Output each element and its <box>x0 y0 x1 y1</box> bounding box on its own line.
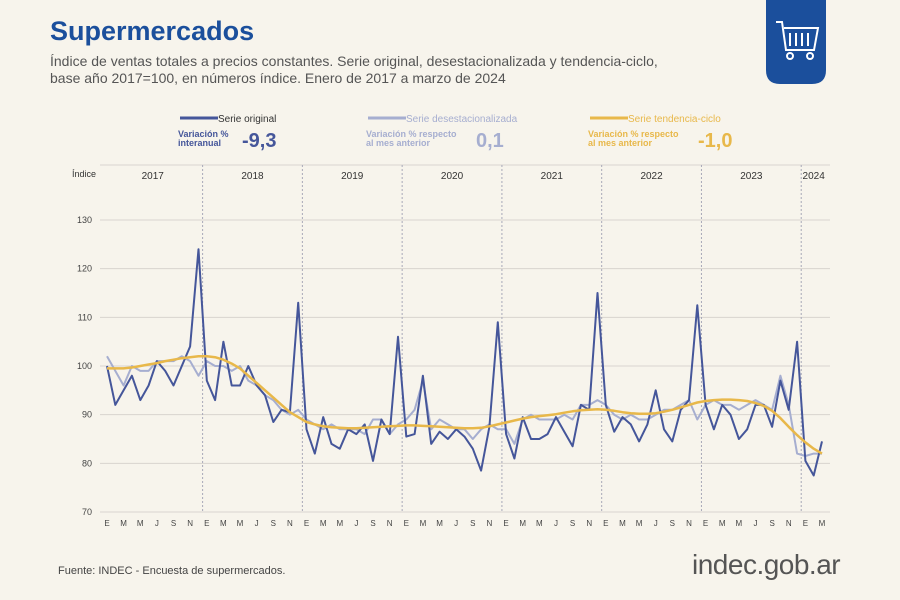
x-tick-label: J <box>654 519 658 528</box>
x-tick-label: M <box>819 519 826 528</box>
x-tick-label: M <box>420 519 427 528</box>
x-tick-label: M <box>619 519 626 528</box>
x-tick-label: E <box>503 519 508 528</box>
x-tick-label: M <box>120 519 127 528</box>
x-tick-label: S <box>171 519 176 528</box>
x-tick-label: M <box>137 519 144 528</box>
x-tick-label: N <box>187 519 193 528</box>
x-tick-label: S <box>570 519 575 528</box>
y-tick-label: 70 <box>82 507 92 517</box>
year-label: 2017 <box>142 171 165 182</box>
x-tick-label: M <box>320 519 327 528</box>
year-label: 2021 <box>541 171 564 182</box>
stat-value: -9,3 <box>242 130 276 152</box>
year-label: 2018 <box>241 171 264 182</box>
year-label: 2022 <box>640 171 663 182</box>
x-tick-label: M <box>436 519 443 528</box>
chart: Serie original Variación %interanual -9,3 S… <box>72 114 830 528</box>
stat-caption: Variación % <box>178 129 229 139</box>
stat-value: -1,0 <box>698 130 732 152</box>
x-tick-label: M <box>636 519 643 528</box>
year-label: 2024 <box>803 171 826 182</box>
x-tick-label: M <box>736 519 743 528</box>
x-tick-label: M <box>220 519 227 528</box>
x-tick-label: E <box>204 519 209 528</box>
subtitle: Índice de ventas totales a precios const… <box>50 53 670 87</box>
x-tick-label: M <box>336 519 343 528</box>
source: Fuente: INDEC - Encuesta de supermercado… <box>58 565 286 577</box>
x-tick-label: N <box>686 519 692 528</box>
x-tick-label: S <box>370 519 375 528</box>
x-tick-label: M <box>536 519 543 528</box>
x-tick-label: J <box>554 519 558 528</box>
series-line <box>106 355 822 457</box>
stat-caption: interanual <box>178 138 221 148</box>
y-tick-label: 80 <box>82 458 92 468</box>
x-tick-label: J <box>454 519 458 528</box>
stat-caption: al mes anterior <box>588 138 653 148</box>
year-label: 2020 <box>441 171 464 182</box>
x-tick-label: J <box>155 519 159 528</box>
x-tick-label: S <box>769 519 774 528</box>
x-tick-label: E <box>803 519 808 528</box>
x-tick-label: E <box>404 519 409 528</box>
series-line <box>106 248 823 477</box>
x-tick-label: N <box>487 519 493 528</box>
stat-value: 0,1 <box>476 130 504 152</box>
x-tick-label: J <box>753 519 757 528</box>
x-tick-label: M <box>237 519 244 528</box>
year-label: 2019 <box>341 171 364 182</box>
x-tick-label: J <box>255 519 259 528</box>
x-tick-label: S <box>271 519 276 528</box>
title: Supermercados <box>50 16 255 46</box>
x-tick-label: N <box>786 519 792 528</box>
legend-label: Serie tendencia-ciclo <box>628 114 721 125</box>
x-tick-label: E <box>104 519 109 528</box>
x-tick-label: N <box>586 519 592 528</box>
stat-caption: Variación % respecto <box>366 129 457 139</box>
legend-label: Serie original <box>218 114 276 125</box>
y-tick-label: 110 <box>78 312 92 322</box>
y-tick-label: 90 <box>82 410 92 420</box>
x-tick-label: J <box>354 519 358 528</box>
year-label: 2023 <box>740 171 763 182</box>
subtitle-line: Índice de ventas totales a precios const… <box>50 53 658 69</box>
x-tick-label: M <box>519 519 526 528</box>
brand-logo: indec.gob.ar <box>692 549 841 580</box>
subtitle-line: base año 2017=100, en números índice. En… <box>50 70 506 86</box>
series-line <box>107 355 823 455</box>
x-tick-label: E <box>703 519 708 528</box>
y-axis-label: Índice <box>72 169 96 179</box>
x-tick-label: E <box>304 519 309 528</box>
stat-caption: al mes anterior <box>366 138 431 148</box>
x-tick-label: N <box>287 519 293 528</box>
x-tick-label: E <box>603 519 608 528</box>
legend-label: Serie desestacionalizada <box>406 114 518 125</box>
cart-badge <box>766 0 826 84</box>
y-tick-label: 100 <box>77 361 92 371</box>
x-tick-label: M <box>719 519 726 528</box>
y-tick-label: 130 <box>77 215 92 225</box>
x-tick-label: S <box>670 519 675 528</box>
y-tick-label: 120 <box>77 264 92 274</box>
x-tick-label: N <box>387 519 393 528</box>
stat-caption: Variación % respecto <box>588 129 679 139</box>
x-tick-label: S <box>470 519 475 528</box>
